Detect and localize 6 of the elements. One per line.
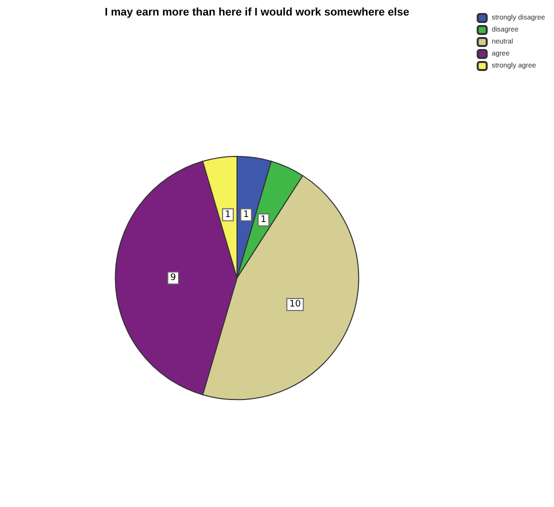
data-label: 9 xyxy=(170,273,176,283)
data-label: 1 xyxy=(243,210,249,220)
data-label: 1 xyxy=(225,210,231,220)
data-label: 1 xyxy=(260,214,266,225)
data-label: 10 xyxy=(289,300,302,310)
chart-title: I may earn more than here if I would work somewhere else xyxy=(104,6,410,18)
